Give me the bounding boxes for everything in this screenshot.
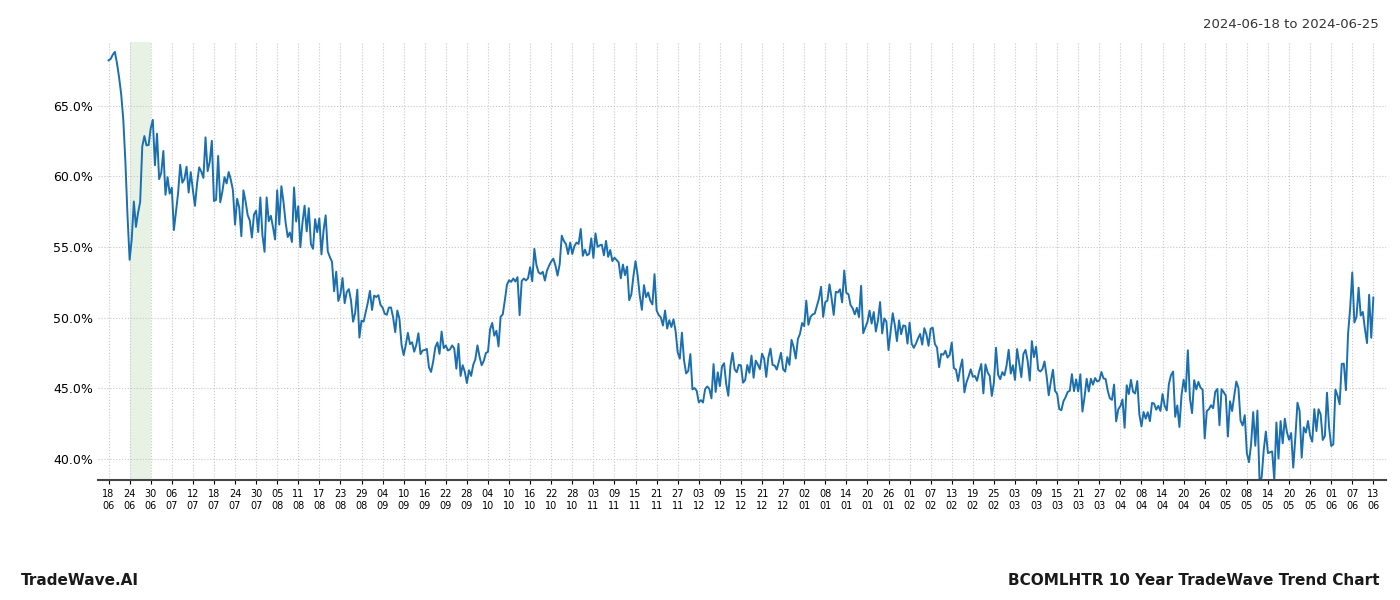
Text: BCOMLHTR 10 Year TradeWave Trend Chart: BCOMLHTR 10 Year TradeWave Trend Chart	[1008, 573, 1379, 588]
Text: 2024-06-18 to 2024-06-25: 2024-06-18 to 2024-06-25	[1203, 18, 1379, 31]
Bar	[130, 42, 151, 480]
Text: TradeWave.AI: TradeWave.AI	[21, 573, 139, 588]
